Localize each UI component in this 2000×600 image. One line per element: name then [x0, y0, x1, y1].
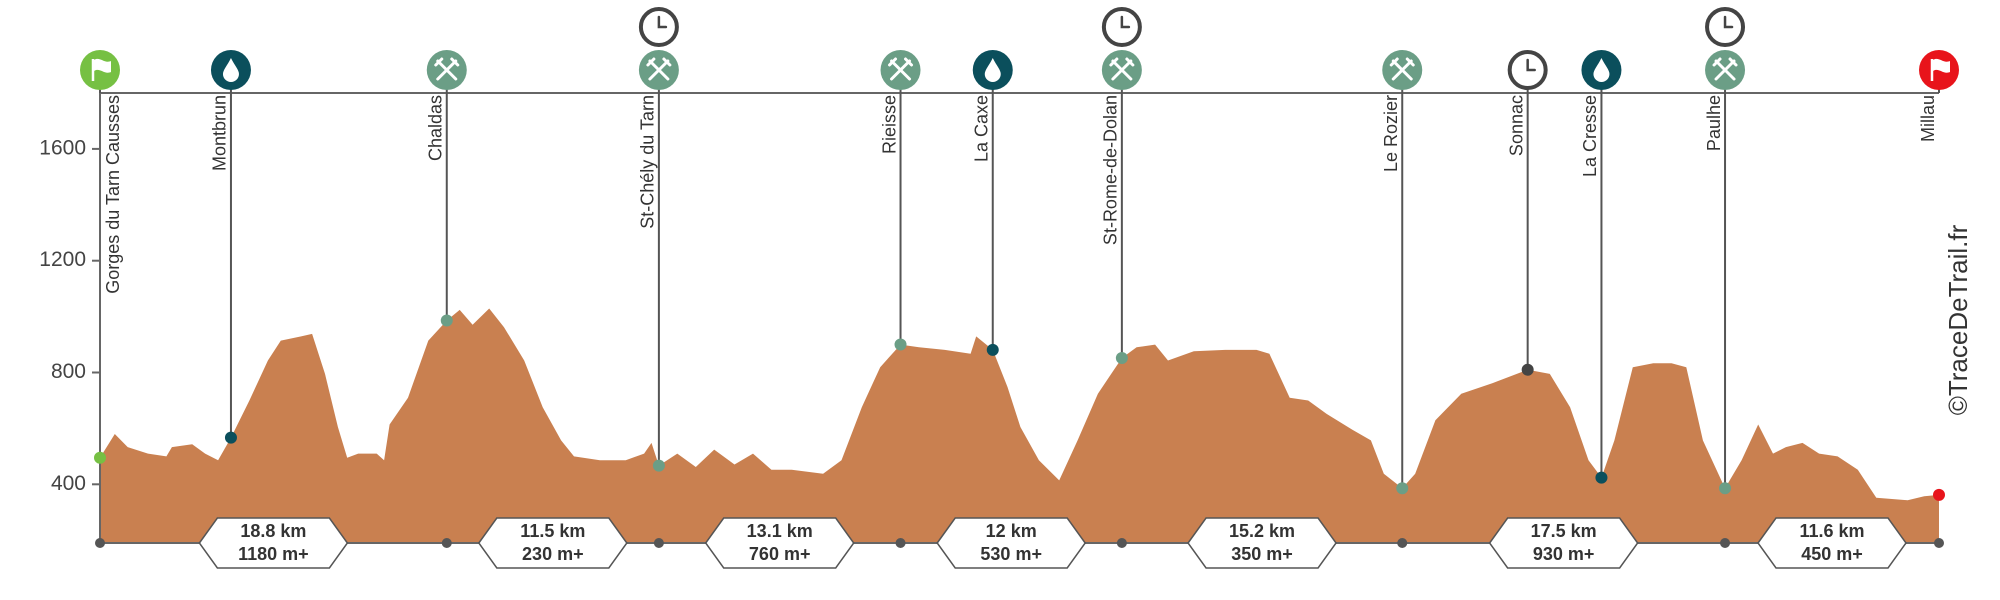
waypoint-label: St-Chély du Tarn [638, 95, 658, 229]
waypoint-dot [94, 451, 106, 464]
waypoint-label: Le Rozier [1381, 95, 1401, 172]
segment-end [95, 538, 105, 548]
clock-hands [1120, 15, 1131, 29]
y-tick-label: 1600 [39, 136, 86, 159]
segment-gain: 760 m+ [749, 544, 811, 564]
segment-gain: 450 m+ [1801, 544, 1863, 564]
segment-end [895, 538, 906, 548]
waypoint-dot [440, 314, 453, 327]
flag-cloth [1933, 58, 1950, 73]
water-drop [222, 58, 239, 82]
waypoint-label: Chaldas [426, 95, 446, 161]
waypoint-icon [80, 50, 120, 90]
clock-hands [1723, 15, 1734, 29]
elevation-area [100, 308, 1939, 543]
waypoint-label: Sonnac [1506, 95, 1526, 156]
segment-end [1720, 538, 1731, 548]
segment-end [441, 538, 452, 548]
segment-distance: 15.2 km [1229, 521, 1295, 541]
waypoint-icon [426, 50, 467, 90]
segment-badge [704, 517, 855, 569]
water-drop [984, 58, 1001, 82]
waypoint-label: St-Rome-de-Dolan [1101, 95, 1121, 245]
segment-distance: 17.5 km [1531, 521, 1597, 541]
segment-end [653, 538, 664, 548]
fork-knife [434, 57, 460, 81]
waypoint-icon [1705, 7, 1746, 47]
waypoint-label: Millau [1918, 95, 1938, 142]
water-drop [1593, 58, 1610, 82]
segment-gain: 230 m+ [522, 544, 584, 564]
fork-knife [1389, 57, 1415, 81]
waypoint-icon [1705, 50, 1746, 90]
segment-badge [1488, 517, 1639, 569]
segment-gain: 1180 m+ [238, 544, 309, 564]
waypoint-dot [224, 431, 237, 444]
fork-knife [888, 57, 914, 81]
flag-cloth [94, 58, 111, 73]
segment-badge [477, 517, 628, 569]
fork-knife [646, 57, 672, 81]
waypoint-label: Rieisse [879, 95, 899, 154]
segment-badge [936, 517, 1087, 569]
waypoint-label: La Caxe [972, 95, 992, 162]
segment-end [1397, 538, 1408, 548]
waypoint-dot [652, 459, 665, 472]
waypoint-icon [638, 7, 679, 47]
fork-knife [1109, 57, 1135, 81]
waypoint-label: La Cresse [1580, 95, 1600, 177]
waypoint-dot [1115, 351, 1128, 364]
fork-knife [1712, 57, 1738, 81]
waypoint-dot [1933, 488, 1945, 501]
waypoint-icon [638, 50, 679, 90]
waypoint-icon [972, 50, 1013, 90]
segment-end [1116, 538, 1127, 548]
clock-hands [1526, 58, 1536, 72]
waypoint-icon [1101, 7, 1142, 47]
watermark: ©TraceDeTrail.fr [1943, 224, 1973, 415]
waypoint-icon [1581, 50, 1622, 90]
waypoint-icon [1101, 50, 1142, 90]
waypoint-dot [986, 343, 999, 356]
segment-gain: 350 m+ [1231, 544, 1293, 564]
segment-badge [1187, 517, 1337, 569]
waypoint-label: Paulhe [1704, 95, 1724, 151]
waypoint-dot [894, 338, 907, 351]
y-tick-label: 400 [51, 472, 86, 495]
waypoint-icon [1919, 50, 1959, 90]
waypoint-label: Montbrun [210, 95, 230, 171]
segment-distance: 18.8 km [240, 521, 306, 541]
waypoint-icon [210, 50, 251, 90]
waypoint-dot [1521, 363, 1534, 376]
y-tick-label: 1200 [39, 248, 86, 271]
waypoint-dot [1595, 471, 1608, 484]
segment-badge [198, 517, 349, 569]
clock-hands [657, 15, 668, 29]
y-tick-label: 800 [51, 360, 86, 383]
waypoint-icon [1382, 50, 1423, 90]
segment-distance: 11.5 km [520, 521, 585, 541]
waypoint-dot [1719, 482, 1732, 495]
segment-gain: 930 m+ [1533, 544, 1595, 564]
waypoint-label: Gorges du Tarn Causses [103, 95, 123, 294]
segment-end [1934, 538, 1944, 548]
segment-distance: 11.6 km [1799, 521, 1864, 541]
waypoint-dot [1396, 482, 1409, 495]
waypoint-icon [880, 50, 921, 90]
waypoint-icon [1507, 50, 1548, 90]
segment-distance: 13.1 km [747, 521, 813, 541]
segment-badge [1757, 517, 1907, 569]
segment-gain: 530 m+ [980, 544, 1042, 564]
segment-distance: 12 km [986, 521, 1037, 541]
